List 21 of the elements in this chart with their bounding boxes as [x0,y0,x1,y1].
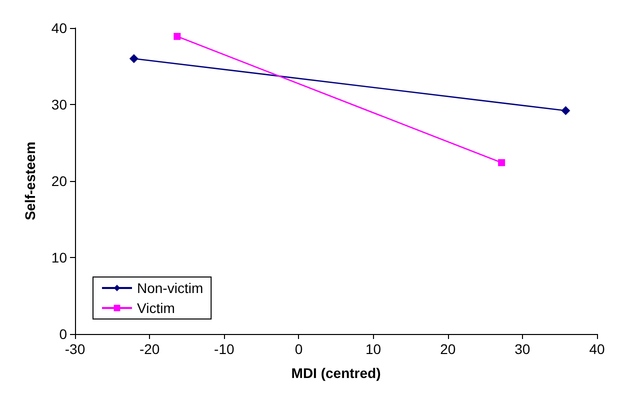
x-axis-title: MDI (centred) [291,365,381,381]
x-tick-label: 40 [589,341,605,357]
point [129,54,138,64]
x-tick-label: -30 [64,341,86,357]
legend-label: Victim [137,300,175,316]
legend-label: Non-victim [137,280,204,296]
point [561,106,570,116]
y-tick-label: 20 [51,173,68,189]
y-tick-label: 40 [51,20,68,36]
point [174,32,181,40]
y-tick-label: 30 [51,96,68,112]
point [498,159,506,166]
y-axis-title: Self-esteem [22,142,38,220]
x-tick-label: -10 [214,341,234,357]
x-tick-label: 20 [440,341,456,357]
x-tick-label: 0 [294,341,303,357]
x-tick-label: 10 [365,341,382,357]
y-tick-label: 0 [59,326,68,342]
x-tick-label: 30 [514,341,530,357]
x-tick-label: -20 [139,341,160,357]
y-tick-label: 10 [51,250,68,266]
